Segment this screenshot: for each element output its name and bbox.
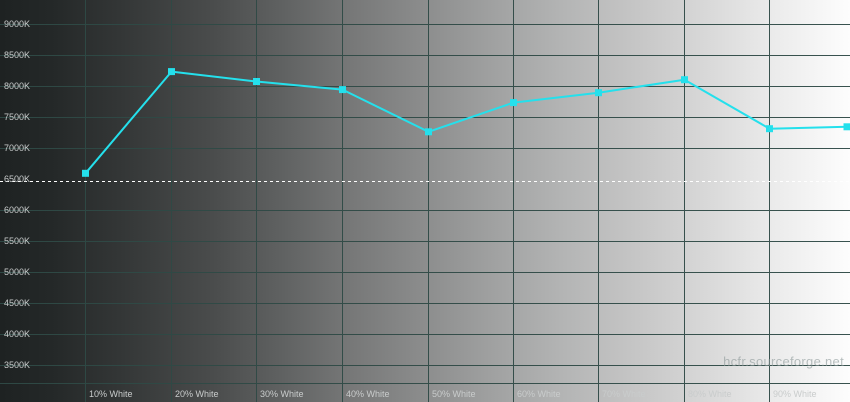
series-line [84, 70, 848, 175]
y-axis-tick-6000k: 6000K [4, 205, 31, 215]
series-markers [82, 68, 850, 177]
x-axis-tick-60-white: 60% White [517, 389, 561, 399]
series-point-20--white [168, 68, 175, 76]
series-point-10--white [82, 169, 89, 177]
y-axis-tick-7000k: 7000K [4, 143, 31, 153]
x-axis-tick-10-white: 10% White [89, 389, 133, 399]
x-axis-tick-50-white: 50% White [432, 389, 476, 399]
y-axis-tick-8500k: 8500K [4, 50, 31, 60]
series-point-70--white [595, 89, 602, 97]
y-axis-tick-8000k: 8000K [4, 81, 31, 91]
y-axis-tick-7500k: 7500K [4, 112, 31, 122]
x-axis-tick-70-white: 70% White [602, 389, 646, 399]
series-point-40--white [339, 86, 346, 94]
x-axis-tick-30-white: 30% White [260, 389, 304, 399]
y-axis-tick-9000k: 9000K [4, 19, 31, 29]
y-axis-tick-5000k: 5000K [4, 267, 31, 277]
series-point-30--white [253, 78, 260, 85]
series-point-100--white [843, 123, 850, 131]
y-axis-tick-3500k: 3500K [4, 360, 31, 370]
y-axis-tick-5500k: 5500K [4, 236, 31, 246]
y-axis-tick-4000k: 4000K [4, 329, 31, 339]
series-point-50--white [425, 128, 432, 136]
series-point-80--white [681, 76, 688, 84]
watermark-text: hcfr.sourceforge.net [723, 354, 844, 369]
y-axis-tick-4500k: 4500K [4, 298, 31, 308]
x-axis-tick-20-white: 20% White [175, 389, 219, 399]
x-axis-tick-80-white: 80% White [688, 389, 732, 399]
x-axis-tick-90-white: 90% White [773, 389, 817, 399]
y-axis-tick-6500k: 6500K [4, 174, 31, 184]
series-point-60--white [510, 99, 517, 107]
x-axis-tick-40-white: 40% White [346, 389, 390, 399]
series-point-90--white [766, 125, 773, 133]
